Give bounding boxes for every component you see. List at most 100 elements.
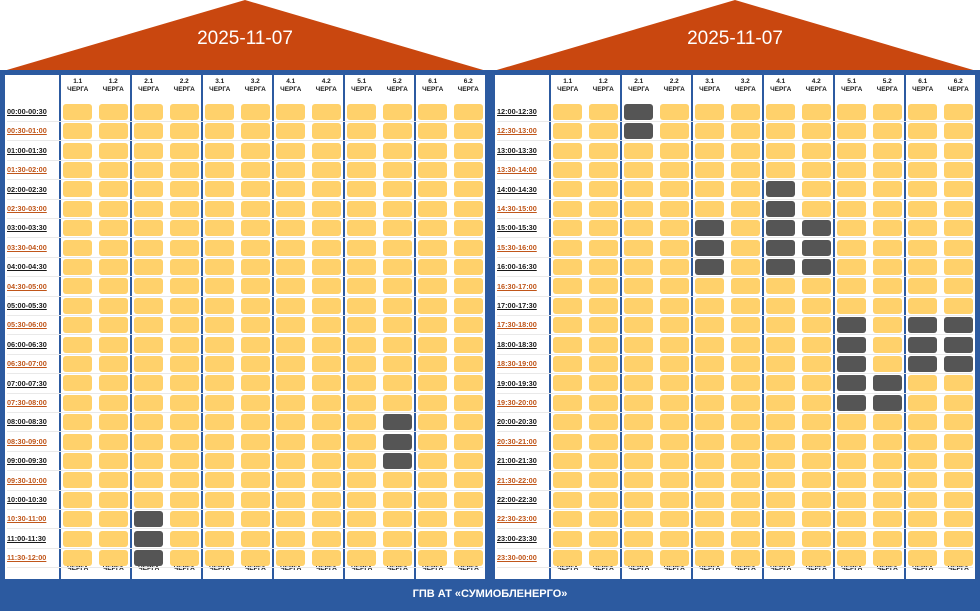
power-on-cell <box>872 549 902 566</box>
power-on-cell <box>730 317 760 334</box>
outage-cell <box>943 355 973 372</box>
time-slot-label: 18:30-19:00 <box>497 359 537 369</box>
power-on-cell <box>766 161 796 178</box>
power-on-cell <box>134 123 164 140</box>
power-on-cell <box>837 530 867 547</box>
queue-number: 5.2 <box>882 78 892 85</box>
outage-cell <box>837 394 867 411</box>
time-slot-label: 13:00-13:30 <box>497 145 537 155</box>
power-on-cell <box>695 161 725 178</box>
queue-word: ЧЕРГА <box>841 565 863 572</box>
queue-word: ЧЕРГА <box>138 565 160 572</box>
power-on-cell <box>588 336 618 353</box>
power-on-cell <box>624 511 654 528</box>
queue-word: ЧЕРГА <box>699 86 721 93</box>
power-on-cell <box>347 123 377 140</box>
row-divider <box>7 373 483 375</box>
power-on-cell <box>943 142 973 159</box>
power-on-cell <box>588 103 618 120</box>
power-on-cell <box>205 220 235 237</box>
row-divider <box>7 431 483 433</box>
outage-cell <box>943 317 973 334</box>
time-slot-label: 20:00-20:30 <box>497 417 537 427</box>
power-on-cell <box>588 181 618 198</box>
power-on-cell <box>63 181 93 198</box>
power-on-cell <box>276 161 306 178</box>
power-on-cell <box>908 511 938 528</box>
power-on-cell <box>418 278 448 295</box>
power-on-cell <box>311 394 341 411</box>
power-on-cell <box>801 472 831 489</box>
power-on-cell <box>659 472 689 489</box>
power-on-cell <box>553 491 583 508</box>
power-on-cell <box>695 336 725 353</box>
power-on-cell <box>169 200 199 217</box>
power-on-cell <box>311 123 341 140</box>
outage-cell <box>382 414 412 431</box>
power-on-cell <box>695 549 725 566</box>
power-on-cell <box>908 103 938 120</box>
outage-cell <box>801 239 831 256</box>
time-slot-label: 21:30-22:00 <box>497 475 537 485</box>
power-on-cell <box>276 123 306 140</box>
power-on-cell <box>276 142 306 159</box>
time-slot-label: 03:00-03:30 <box>7 223 47 233</box>
row-divider <box>497 508 973 510</box>
row-divider <box>497 256 973 258</box>
power-on-cell <box>766 278 796 295</box>
power-on-cell <box>588 200 618 217</box>
queue-word: ЧЕРГА <box>628 86 650 93</box>
power-on-cell <box>624 142 654 159</box>
power-on-cell <box>943 414 973 431</box>
power-on-cell <box>453 549 483 566</box>
power-on-cell <box>169 142 199 159</box>
power-on-cell <box>908 433 938 450</box>
power-on-cell <box>837 297 867 314</box>
power-on-cell <box>240 433 270 450</box>
power-on-cell <box>453 511 483 528</box>
queue-word: ЧЕРГА <box>592 565 614 572</box>
power-on-cell <box>943 549 973 566</box>
power-on-cell <box>659 142 689 159</box>
power-on-cell <box>382 375 412 392</box>
power-on-cell <box>347 220 377 237</box>
row-divider <box>7 547 483 549</box>
power-on-cell <box>63 511 93 528</box>
power-on-cell <box>695 394 725 411</box>
power-on-cell <box>134 200 164 217</box>
outage-cell <box>766 239 796 256</box>
outage-cell <box>837 375 867 392</box>
time-slot-label: 07:30-08:00 <box>7 398 47 407</box>
power-on-cell <box>98 375 128 392</box>
power-on-cell <box>766 297 796 314</box>
power-on-cell <box>169 452 199 469</box>
power-on-cell <box>98 142 128 159</box>
power-on-cell <box>418 103 448 120</box>
power-on-cell <box>730 142 760 159</box>
queue-number: 6.2 <box>953 78 963 85</box>
power-on-cell <box>801 549 831 566</box>
power-on-cell <box>347 414 377 431</box>
queue-word: ЧЕРГА <box>592 86 614 93</box>
power-on-cell <box>347 278 377 295</box>
power-on-cell <box>553 394 583 411</box>
power-on-cell <box>801 161 831 178</box>
power-on-cell <box>382 297 412 314</box>
power-on-cell <box>553 549 583 566</box>
power-on-cell <box>240 220 270 237</box>
power-on-cell <box>695 200 725 217</box>
group-separator <box>58 75 61 579</box>
power-on-cell <box>311 278 341 295</box>
power-on-cell <box>382 239 412 256</box>
power-on-cell <box>908 220 938 237</box>
power-on-cell <box>453 317 483 334</box>
power-on-cell <box>418 491 448 508</box>
power-on-cell <box>382 220 412 237</box>
power-on-cell <box>311 220 341 237</box>
power-on-cell <box>347 452 377 469</box>
power-on-cell <box>659 549 689 566</box>
power-on-cell <box>63 336 93 353</box>
power-on-cell <box>134 433 164 450</box>
time-slot-label: 08:30-09:00 <box>7 436 47 446</box>
power-on-cell <box>695 317 725 334</box>
